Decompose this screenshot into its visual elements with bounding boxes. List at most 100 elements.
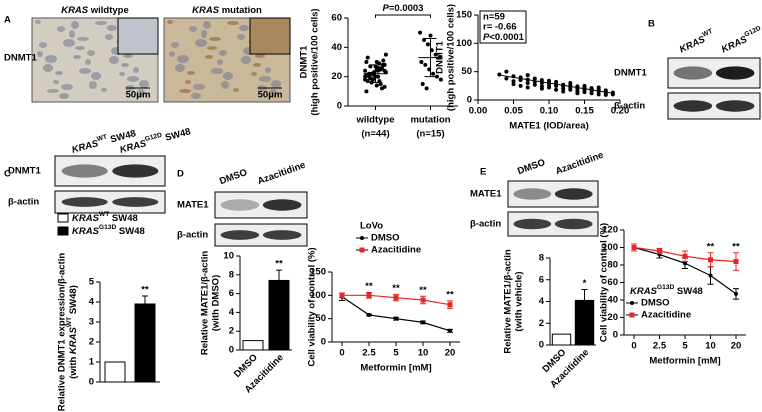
cell: [193, 84, 205, 90]
significance: **: [392, 283, 400, 294]
y-tick-label: 100: [310, 290, 326, 301]
cell: [191, 93, 201, 99]
data-point: [394, 316, 398, 321]
annotation: r= -0.66: [483, 22, 517, 33]
data-point: [554, 79, 559, 84]
data-point: [366, 292, 372, 298]
data-point: [364, 60, 369, 64]
y-axis-title: (with DMSO): [211, 275, 222, 331]
cell: [101, 88, 107, 92]
scale-label: 50μm: [258, 90, 283, 101]
cell: [77, 37, 89, 41]
y-tick-label: 50: [461, 66, 472, 77]
error-bar: [142, 295, 148, 304]
legend-label: KRASG13D SW48: [72, 224, 145, 236]
blot-band: [112, 197, 159, 207]
image-title-part: KRAS: [61, 5, 89, 16]
x-tick-note: (n=44): [361, 129, 389, 140]
data-point: [435, 74, 439, 79]
data-point: [428, 33, 433, 38]
cell: [207, 46, 217, 50]
y-tick-label: 0: [321, 337, 326, 348]
data-point: [532, 82, 537, 87]
y-tick-label: 2: [229, 326, 234, 337]
y-tick-label: 2: [539, 318, 544, 329]
y-tick-label: 60: [331, 13, 342, 24]
panel-letter: E: [480, 167, 486, 178]
y-tick-label: 4: [89, 297, 95, 308]
y-tick-label: 100: [456, 38, 472, 49]
data-point: [518, 83, 523, 88]
data-point: [381, 62, 386, 67]
y-tick-label: 0: [337, 101, 342, 112]
y-tick-label: 1: [89, 357, 95, 368]
cell: [55, 71, 63, 75]
cell: [121, 63, 129, 67]
y-tick-label: 6: [229, 288, 234, 299]
cell: [85, 59, 91, 65]
cell: [187, 71, 195, 75]
cell: [45, 55, 57, 63]
significance-bracket: [375, 14, 431, 18]
x-axis-title: Metformin [mM]: [360, 363, 431, 374]
cell: [39, 42, 47, 48]
annotation: n=59: [483, 12, 505, 23]
legend-label-part: G13D: [99, 224, 117, 231]
cell: [169, 51, 175, 57]
data-point: [708, 273, 713, 278]
blot-band: [715, 66, 755, 80]
x-axis-title: MATE1 (IOD/area): [509, 121, 589, 132]
x-tick-label: 20: [731, 341, 742, 352]
data-point: [511, 79, 516, 84]
blot-band: [554, 218, 593, 230]
blot-frame: [214, 223, 308, 247]
x-tick-label: 0.00: [469, 106, 488, 117]
y-axis-title: Cell viability of control (%): [599, 223, 610, 342]
significance: **: [275, 259, 283, 270]
cell: [95, 21, 107, 25]
x-tick-note: (n=15): [416, 129, 444, 140]
blot-band: [513, 188, 552, 200]
cell: [239, 25, 249, 31]
y-axis-title: Relative MATE1/β-actin: [200, 251, 211, 356]
significance: **: [707, 241, 715, 252]
fit-line: [499, 74, 613, 94]
legend-label-part: SW48: [116, 226, 145, 237]
legend-marker: [629, 312, 635, 318]
image-title-part: mutation: [219, 5, 262, 16]
data-point: [419, 60, 424, 64]
sd-bar: [424, 38, 437, 78]
data-point: [525, 81, 530, 85]
y-axis-title: (high positive/100 cells): [310, 8, 321, 115]
data-point: [525, 85, 530, 90]
cell: [123, 54, 133, 58]
lane-label-part: G12D: [144, 132, 163, 143]
cell: [259, 76, 271, 82]
y-tick-label: 0: [613, 330, 618, 341]
cell: [91, 72, 101, 80]
legend-label: DMSO: [371, 233, 400, 244]
data-point: [631, 245, 637, 250]
data-point: [596, 85, 601, 90]
data-point: [367, 312, 371, 317]
lane-label: KRASWT SW48: [70, 126, 137, 155]
cell: [79, 68, 91, 74]
data-point: [425, 42, 430, 47]
cell: [217, 59, 223, 65]
y-tick-label: 50: [315, 313, 326, 324]
y-tick-label: 0: [89, 377, 94, 388]
data-point: [363, 68, 368, 73]
legend-title: LoVo: [360, 221, 383, 232]
bar: [574, 299, 595, 346]
y-tick-label: 60: [607, 277, 618, 288]
legend-swatch: [57, 226, 69, 236]
y-tick-label: 4: [229, 307, 235, 318]
data-point: [393, 295, 399, 301]
cell: [137, 89, 145, 97]
blot-band: [673, 66, 713, 80]
cell: [37, 51, 43, 57]
blot-band: [220, 230, 260, 240]
row-label: β-actin: [8, 197, 39, 208]
cell: [53, 80, 59, 84]
